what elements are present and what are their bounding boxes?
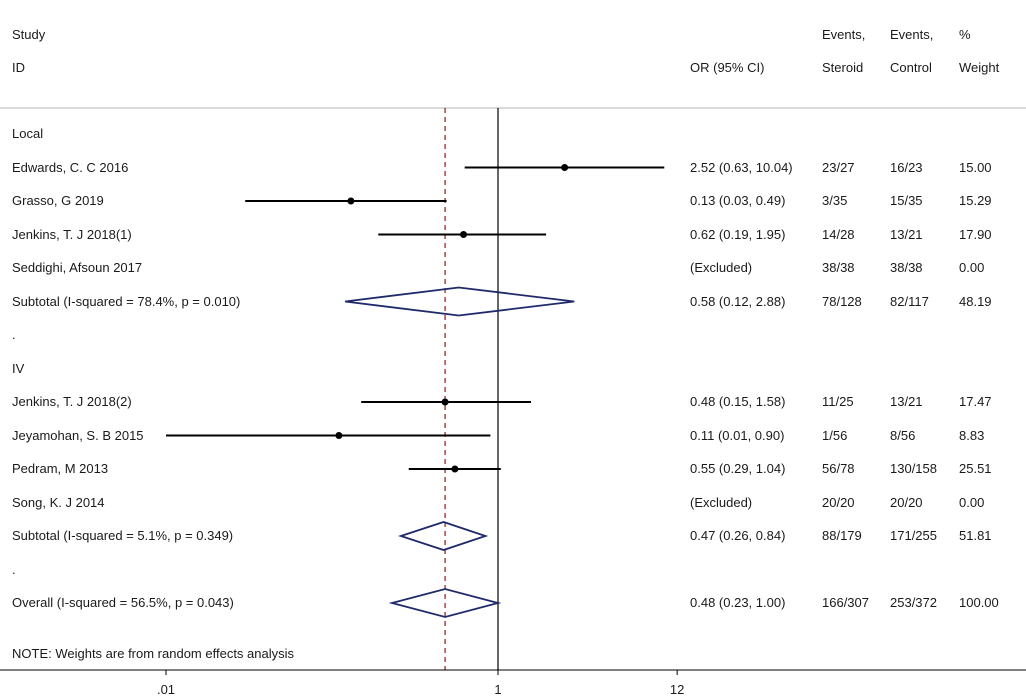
- header-weight-line2: Weight: [959, 60, 1000, 75]
- header-or-ci: OR (95% CI): [690, 60, 765, 75]
- row-12-events-steroid: 88/179: [822, 528, 862, 543]
- row-11-weight: 0.00: [959, 494, 985, 510]
- row-2-or-ci: 0.13 (0.03, 0.49): [690, 193, 786, 208]
- row-10-point-estimate: [451, 465, 459, 473]
- row-12-or-ci: 0.47 (0.26, 0.84): [690, 528, 786, 543]
- row-3-label: Jenkins, T. J 2018(1): [12, 226, 132, 242]
- row-8-or-ci: 0.48 (0.15, 1.58): [690, 394, 786, 409]
- row-2-point-estimate: [347, 197, 355, 205]
- row-2-label: Grasso, G 2019: [12, 193, 104, 208]
- row-8-weight: 17.47: [959, 394, 992, 409]
- header-study: Study: [12, 27, 46, 42]
- row-14-events-control: 253/372: [890, 595, 937, 610]
- row-5-events-control: 82/117: [890, 293, 929, 309]
- x-tick-label-2: 12: [670, 682, 684, 697]
- row-1-events-steroid: 23/27: [822, 159, 855, 175]
- row-14-weight: 100.00: [959, 595, 999, 610]
- row-11-label: Song, K. J 2014: [12, 494, 105, 510]
- row-13-label: .: [12, 561, 16, 577]
- row-12-events-control: 171/255: [890, 528, 937, 543]
- row-9-point-estimate: [335, 432, 343, 439]
- row-9-events-steroid: 1/56: [822, 427, 848, 443]
- row-14-events-steroid: 166/307: [822, 595, 869, 610]
- row-3-point-estimate: [460, 231, 468, 238]
- row-14-pooled-diamond: [388, 588, 502, 618]
- row-4-weight: 0.00: [959, 260, 985, 275]
- row-9-label: Jeyamohan, S. B 2015: [12, 427, 144, 443]
- row-12-pooled-diamond: [397, 521, 489, 551]
- row-5-weight: 48.19: [959, 293, 992, 309]
- row-10-events-control: 130/158: [890, 461, 937, 476]
- row-9-or-ci: 0.11 (0.01, 0.90): [690, 427, 785, 443]
- x-tick-label-1: 1: [494, 682, 501, 697]
- row-11-or-ci: (Excluded): [690, 494, 753, 510]
- row-3-events-control: 13/21: [890, 226, 923, 242]
- row-2-events-steroid: 3/35: [822, 193, 848, 208]
- row-0-label: Local: [12, 126, 44, 141]
- row-8-point-estimate: [441, 398, 449, 406]
- row-12-label: Subtotal (I-squared = 5.1%, p = 0.349): [12, 528, 234, 543]
- row-5-label: Subtotal (I-squared = 78.4%, p = 0.010): [12, 293, 241, 309]
- header-id: ID: [12, 60, 25, 75]
- row-8-events-steroid: 11/25: [822, 394, 854, 409]
- header-events-steroid-line2: Steroid: [822, 60, 864, 75]
- row-10-events-steroid: 56/78: [822, 461, 855, 476]
- row-4-events-steroid: 38/38: [822, 260, 855, 275]
- row-2-weight: 15.29: [959, 193, 992, 208]
- row-10-label: Pedram, M 2013: [12, 461, 109, 476]
- row-8-events-control: 13/21: [890, 394, 923, 409]
- row-2-events-control: 15/35: [890, 193, 923, 208]
- row-11-events-control: 20/20: [890, 494, 923, 510]
- row-5-or-ci: 0.58 (0.12, 2.88): [690, 293, 786, 309]
- row-1-events-control: 16/23: [890, 159, 923, 175]
- row-12-weight: 51.81: [959, 528, 992, 543]
- row-4-or-ci: (Excluded): [690, 260, 753, 275]
- row-5-pooled-diamond: [345, 286, 575, 317]
- row-1-or-ci: 2.52 (0.63, 10.04): [690, 159, 793, 175]
- header-events-control-line2: Control: [890, 60, 932, 75]
- row-3-weight: 17.90: [959, 226, 992, 242]
- row-9-weight: 8.83: [959, 427, 985, 443]
- footnote: NOTE: Weights are from random effects an…: [12, 646, 295, 661]
- row-3-events-steroid: 14/28: [822, 226, 855, 242]
- header-events-steroid-line1: Events,: [822, 27, 866, 42]
- row-5-events-steroid: 78/128: [822, 293, 862, 309]
- row-7-label: IV: [12, 360, 25, 376]
- row-3-or-ci: 0.62 (0.19, 1.95): [690, 226, 786, 242]
- row-10-or-ci: 0.55 (0.29, 1.04): [690, 461, 786, 476]
- header-events-control-line1: Events,: [890, 27, 934, 42]
- row-1-point-estimate: [561, 164, 569, 171]
- x-tick-label-0: .01: [157, 682, 175, 697]
- row-9-events-control: 8/56: [890, 427, 916, 443]
- row-4-label: Seddighi, Afsoun 2017: [12, 260, 143, 275]
- row-14-label: Overall (I-squared = 56.5%, p = 0.043): [12, 595, 234, 610]
- header-weight-line1: %: [959, 27, 971, 42]
- row-4-events-control: 38/38: [890, 260, 923, 275]
- row-10-weight: 25.51: [959, 461, 992, 476]
- row-11-events-steroid: 20/20: [822, 494, 855, 510]
- row-1-weight: 15.00: [959, 159, 992, 175]
- row-8-label: Jenkins, T. J 2018(2): [12, 394, 132, 409]
- row-1-label: Edwards, C. C 2016: [12, 159, 129, 175]
- row-14-or-ci: 0.48 (0.23, 1.00): [690, 595, 786, 610]
- row-6-label: .: [12, 327, 16, 342]
